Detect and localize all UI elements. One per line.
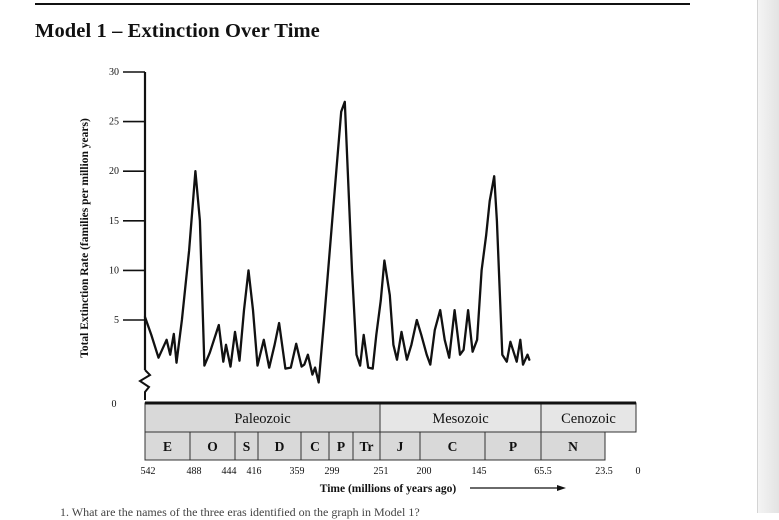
page-edge: [757, 0, 779, 513]
extinction-series-line: [143, 100, 531, 384]
y-tick-label: 25: [109, 117, 119, 128]
period-cell: [352, 431, 381, 461]
x-axis-label: Time (millions of years ago): [320, 483, 457, 495]
period-cell: [257, 431, 302, 461]
era-label: Mesozoic: [432, 411, 488, 427]
period-label: D: [275, 439, 285, 454]
x-tick-label: 416: [247, 466, 262, 477]
x-tick-label: 299: [325, 466, 340, 477]
era-label: Paleozoic: [234, 411, 290, 427]
x-tick-label: 65.5: [534, 466, 552, 477]
period-label: S: [243, 439, 251, 454]
period-cell: [189, 431, 236, 461]
period-label: E: [163, 439, 172, 454]
x-tick-label: 0: [636, 466, 641, 477]
period-label: J: [397, 439, 404, 454]
period-cell: [419, 431, 486, 461]
x-tick-label: 23.5: [595, 466, 613, 477]
period-label: N: [568, 439, 578, 454]
y-tick-label: 5: [114, 315, 119, 326]
period-label: O: [207, 439, 218, 454]
x-tick-label: 542: [141, 466, 156, 477]
x-tick-label: 444: [222, 466, 237, 477]
x-tick-label: 359: [290, 466, 305, 477]
x-tick-label: 251: [374, 466, 389, 477]
period-cell: [379, 431, 421, 461]
y-tick-label: 10: [109, 265, 119, 276]
y-tick-label: 20: [109, 166, 119, 177]
y-tick-label: 0: [112, 399, 117, 410]
top-rule: [35, 3, 690, 5]
period-label: P: [509, 439, 517, 454]
x-tick-label: 145: [472, 466, 487, 477]
period-cell: [144, 431, 191, 461]
period-label: P: [337, 439, 345, 454]
y-tick-label: 15: [109, 216, 119, 227]
period-label: Tr: [360, 439, 374, 454]
y-axis-break: [138, 369, 152, 400]
x-tick-label: 200: [417, 466, 432, 477]
period-label: C: [448, 439, 458, 454]
page-title: Model 1 – Extinction Over Time: [35, 20, 320, 42]
period-cell: [300, 431, 330, 461]
x-tick-label: 488: [187, 466, 202, 477]
period-cell: [540, 431, 606, 461]
y-tick-label: 30: [109, 67, 119, 78]
era-label: Cenozoic: [561, 411, 616, 427]
extinction-chart: 5 10 15 20 25 30 0 Total Extinction Rate (famil…: [79, 67, 641, 495]
x-axis-arrow-head: [557, 485, 566, 491]
y-axis-label: Total Extinction Rate (families per mill…: [79, 118, 91, 358]
period-label: C: [310, 439, 320, 454]
